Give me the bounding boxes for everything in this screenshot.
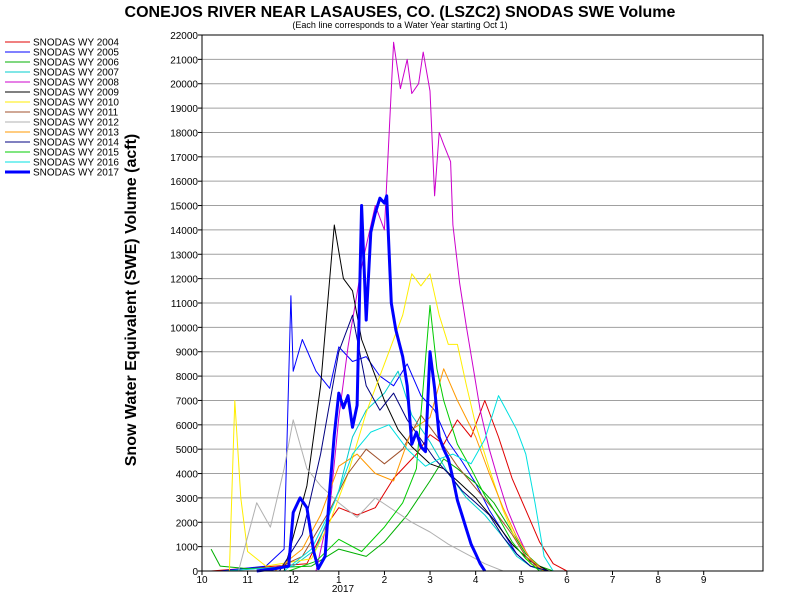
series-line <box>279 314 549 572</box>
y-tick-label: 0 <box>192 567 198 578</box>
legend-label: SNODAS WY 2014 <box>33 138 119 149</box>
series-line <box>315 41 545 572</box>
legend-label: SNODAS WY 2010 <box>33 98 119 109</box>
x-year-label: 2017 <box>332 584 355 595</box>
y-tick-label: 19000 <box>170 104 198 115</box>
x-tick-label: 8 <box>655 575 661 586</box>
y-tick-label: 7000 <box>176 396 199 407</box>
y-tick-label: 6000 <box>176 421 199 432</box>
series-line <box>283 224 549 572</box>
x-tick-label: 3 <box>427 575 433 586</box>
legend-label: SNODAS WY 2015 <box>33 148 119 159</box>
legend-label: SNODAS WY 2009 <box>33 88 119 99</box>
x-tick-label: 10 <box>196 575 208 586</box>
series-line <box>210 458 554 572</box>
y-tick-label: 17000 <box>170 153 198 164</box>
x-tick-label: 4 <box>473 575 479 586</box>
series-line <box>228 273 545 572</box>
y-axis-label: Snow Water Equivalent (SWE) Volume (acft… <box>123 134 140 466</box>
y-tick-label: 22000 <box>170 31 198 42</box>
x-ticks: 10 11 12 1 2 3 4 5 6 7 8 9 <box>196 571 707 586</box>
y-tick-label: 4000 <box>176 470 199 481</box>
legend-label: SNODAS WY 2017 <box>33 168 119 179</box>
y-tick-label: 13000 <box>170 250 198 261</box>
x-tick-label: 1 <box>336 575 342 586</box>
y-tick-label: 16000 <box>170 177 198 188</box>
y-tick-label: 12000 <box>170 275 198 286</box>
x-tick-label: 12 <box>288 575 300 586</box>
legend-label: SNODAS WY 2008 <box>33 78 119 89</box>
y-tick-label: 5000 <box>176 445 199 456</box>
x-tick-label: 6 <box>564 575 570 586</box>
y-tick-label: 2000 <box>176 518 199 529</box>
y-tick-label: 14000 <box>170 226 198 237</box>
legend-label: SNODAS WY 2007 <box>33 68 119 79</box>
series-line <box>238 419 504 572</box>
series-line <box>256 194 487 573</box>
y-tick-label: 18000 <box>170 128 198 139</box>
y-tick-label: 9000 <box>176 348 199 359</box>
y-ticks: 0 1000 2000 3000 4000 5000 6000 7000 8000 9000 100… <box>170 31 202 578</box>
x-tick-label: 9 <box>701 575 707 586</box>
chart-title: CONEJOS RIVER NEAR LASAUSES, CO. (LSZC2)… <box>125 4 676 21</box>
legend-label: SNODAS WY 2011 <box>33 108 119 119</box>
y-tick-label: 21000 <box>170 55 198 66</box>
series-line <box>288 304 540 572</box>
y-tick-label: 15000 <box>170 202 198 213</box>
series-lines <box>210 41 568 573</box>
legend-label: SNODAS WY 2016 <box>33 158 119 169</box>
chart-subtitle: (Each line corresponds to a Water Year s… <box>292 20 507 30</box>
legend-label: SNODAS WY 2005 <box>33 48 119 59</box>
y-tick-label: 1000 <box>176 543 199 554</box>
y-tick-label: 11000 <box>171 299 199 310</box>
x-tick-label: 7 <box>610 575 616 586</box>
series-line <box>274 368 545 572</box>
y-tick-label: 8000 <box>176 372 199 383</box>
x-tick-label: 5 <box>518 575 524 586</box>
y-tick-label: 3000 <box>176 494 199 505</box>
series-line <box>283 395 554 572</box>
legend-label: SNODAS WY 2004 <box>33 38 119 49</box>
series-line <box>220 295 549 572</box>
legend-label: SNODAS WY 2013 <box>33 128 119 139</box>
y-tick-label: 20000 <box>170 80 198 91</box>
y-tick-label: 10000 <box>170 323 198 334</box>
legend-label: SNODAS WY 2006 <box>33 58 119 69</box>
series-line <box>211 400 568 572</box>
legend-label: SNODAS WY 2012 <box>33 118 119 129</box>
x-tick-label: 11 <box>242 575 253 586</box>
x-tick-label: 2 <box>382 575 388 586</box>
